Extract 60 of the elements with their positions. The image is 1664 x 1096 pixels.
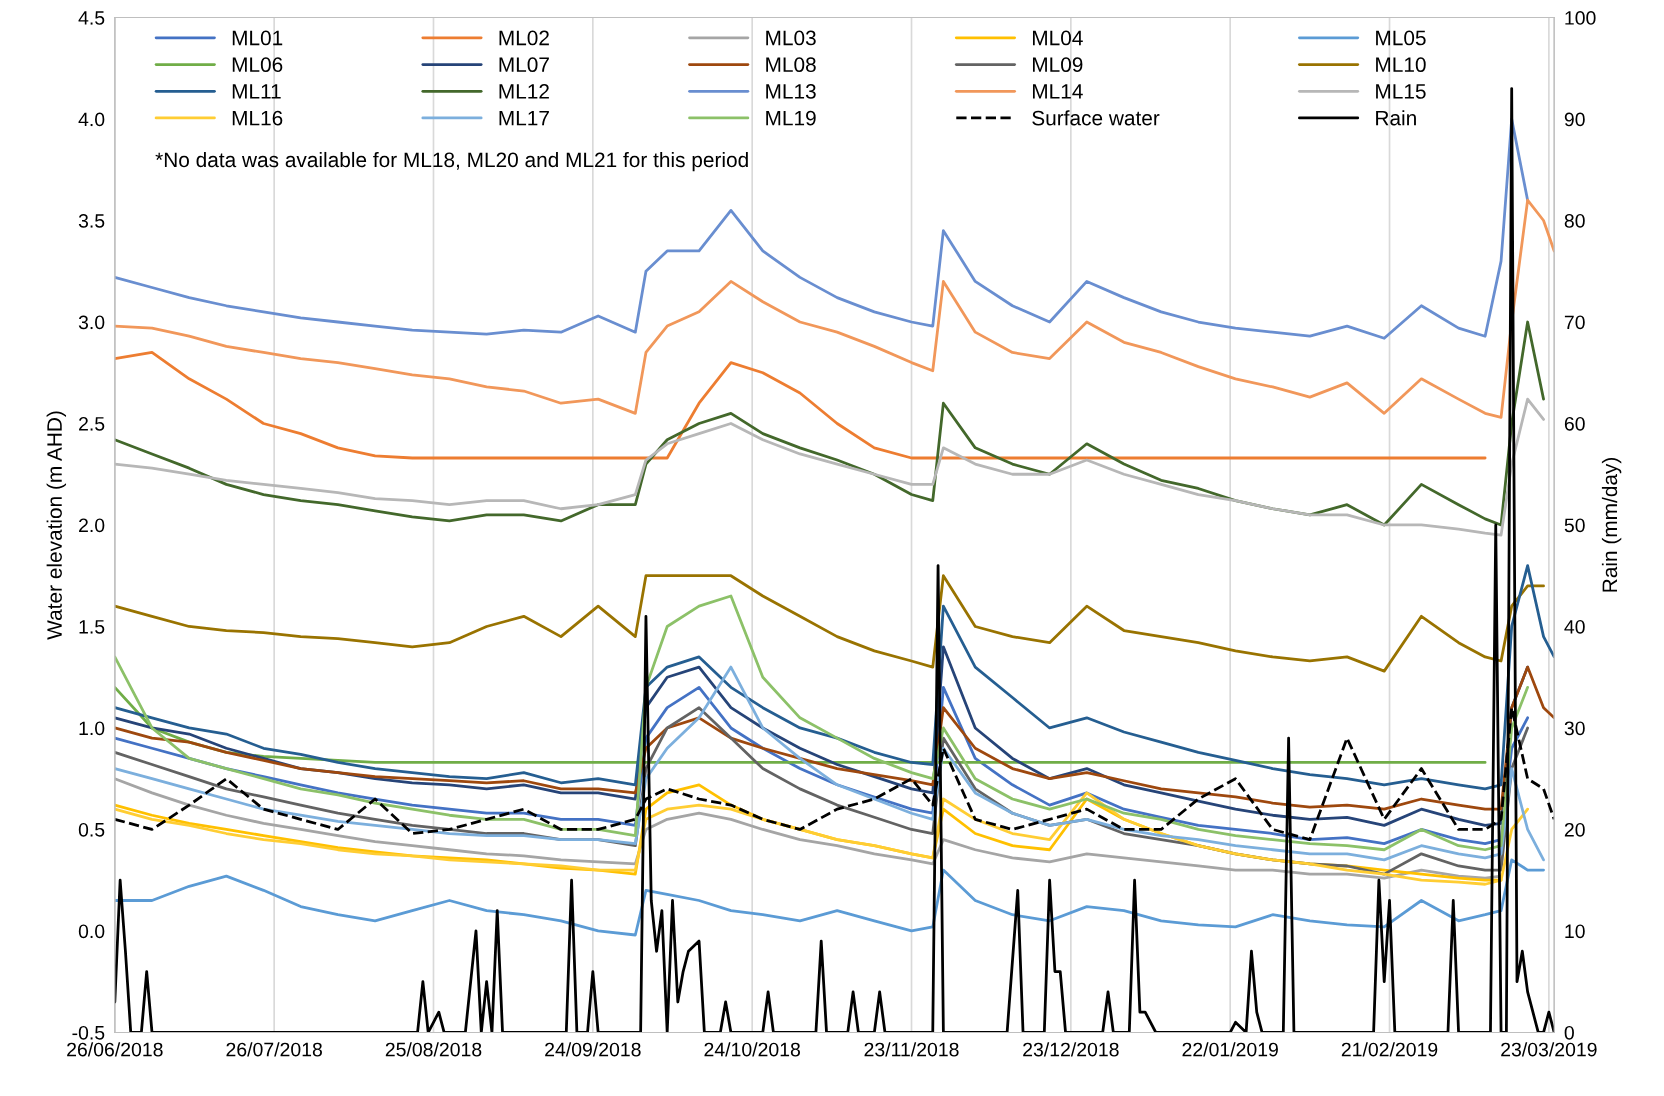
x-tick-label: 26/07/2018 xyxy=(226,1042,322,1057)
y2-tick-label: 50 xyxy=(1564,518,1585,533)
x-tick-label: 23/03/2019 xyxy=(1501,1042,1597,1057)
x-tick-label: 21/02/2019 xyxy=(1341,1042,1438,1057)
line-series xyxy=(114,858,1545,937)
legend-label: Surface water xyxy=(1032,110,1160,126)
legend-label: ML07 xyxy=(499,57,549,73)
y-tick-label: -0.5 xyxy=(72,1025,105,1040)
x-tick-label: 23/12/2018 xyxy=(1023,1042,1119,1057)
legend-label: ML08 xyxy=(766,57,816,73)
y-axis-title: Water elevation (m AHD) xyxy=(46,411,67,640)
y2-tick-label: 80 xyxy=(1564,213,1585,228)
line-series xyxy=(114,351,1487,460)
legend-label: ML03 xyxy=(766,30,816,46)
y2-axis-title: Rain (mm/day) xyxy=(1601,457,1622,592)
y-tick-label: 1.5 xyxy=(79,620,105,634)
x-tick-label: 25/08/2018 xyxy=(385,1042,482,1057)
x-tick-label: 26/06/2018 xyxy=(67,1042,163,1057)
legend-label: ML11 xyxy=(232,84,281,99)
y2-tick-label: 20 xyxy=(1564,822,1585,837)
y2-tick-label: 90 xyxy=(1564,112,1585,127)
y2-tick-label: 10 xyxy=(1565,924,1585,939)
legend-label: ML04 xyxy=(1032,30,1083,46)
y2-tick-label: 0 xyxy=(1564,1025,1574,1040)
y-tick-label: 4.5 xyxy=(78,11,105,25)
y-tick-label: 0.5 xyxy=(78,822,105,837)
y-tick-label: 3.0 xyxy=(78,315,105,330)
legend-label: ML10 xyxy=(1376,57,1426,73)
y2-tick-label: 100 xyxy=(1565,11,1596,25)
y2-tick-label: 70 xyxy=(1564,315,1585,330)
y2-tick-label: 30 xyxy=(1564,721,1585,736)
legend-label: ML01 xyxy=(232,30,283,46)
y-tick-label: 0.0 xyxy=(78,924,105,939)
y-tick-label: 1.0 xyxy=(79,721,105,736)
legend-label: ML14 xyxy=(1032,84,1083,99)
line-series xyxy=(114,594,1530,852)
legend-label: ML06 xyxy=(232,57,283,73)
legend-label: ML09 xyxy=(1032,57,1083,73)
legend-label: Rain xyxy=(1376,110,1416,126)
legend-label: ML19 xyxy=(766,110,816,126)
legend-label: ML05 xyxy=(1376,30,1426,46)
legend-label: ML16 xyxy=(232,110,283,126)
y2-tick-label: 40 xyxy=(1564,619,1585,634)
x-tick-label: 23/11/2018 xyxy=(864,1042,959,1057)
y-tick-label: 4.0 xyxy=(78,112,105,127)
legend-label: ML17 xyxy=(499,110,549,126)
x-tick-label: 22/01/2019 xyxy=(1182,1042,1278,1057)
legend-label: ML12 xyxy=(499,84,549,99)
line-series xyxy=(114,574,1545,673)
legend-label: ML13 xyxy=(766,84,816,99)
legend-label: ML02 xyxy=(499,30,549,46)
annotation: *No data was available for ML18, ML20 and ML21 for this period xyxy=(155,151,748,172)
x-tick-label: 24/09/2018 xyxy=(545,1042,641,1057)
line-series xyxy=(114,198,1555,419)
y-tick-label: 3.5 xyxy=(78,213,105,228)
y-tick-label: 2.0 xyxy=(79,518,105,533)
y-tick-label: 2.5 xyxy=(79,416,105,431)
x-tick-label: 24/10/2018 xyxy=(704,1042,800,1057)
legend-label: ML15 xyxy=(1376,84,1426,99)
y2-tick-label: 60 xyxy=(1564,416,1585,431)
